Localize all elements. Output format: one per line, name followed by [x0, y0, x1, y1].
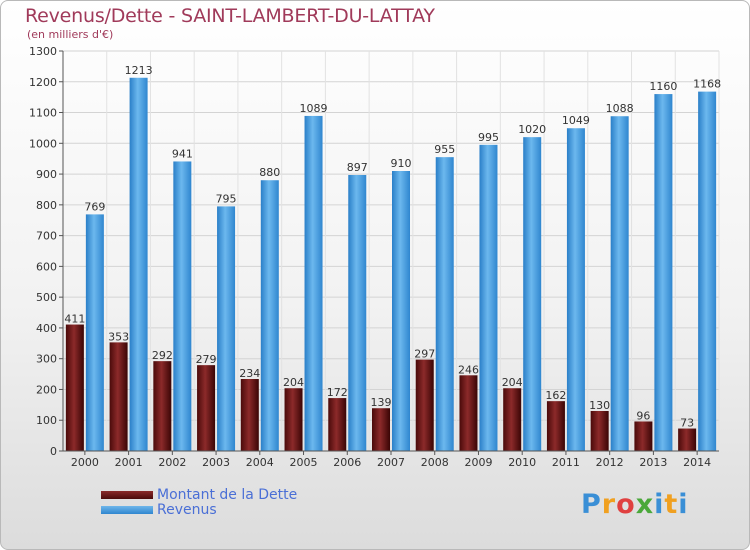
bar-revenus-2000 — [85, 214, 104, 451]
data-label-dette-2007: 139 — [371, 396, 392, 409]
chart-title: Revenus/Dette - SAINT-LAMBERT-DU-LATTAY — [25, 5, 435, 27]
y-tick-label: 1200 — [29, 76, 57, 89]
bar-dette-2014 — [678, 428, 697, 451]
data-label-dette-2005: 204 — [283, 376, 304, 389]
bar-dette-2003 — [197, 365, 216, 451]
chart-subtitle: (en milliers d'€) — [27, 28, 114, 41]
data-label-dette-2012: 130 — [589, 399, 610, 412]
legend-swatch-dette — [101, 491, 153, 499]
data-label-dette-2008: 297 — [414, 348, 435, 361]
y-tick-label: 600 — [36, 260, 57, 273]
y-tick-label: 1000 — [29, 137, 57, 150]
x-tick-label-2009: 2009 — [464, 456, 492, 469]
bar-dette-2009 — [459, 375, 478, 451]
x-tick-label-2001: 2001 — [115, 456, 143, 469]
y-tick-label: 0 — [50, 445, 57, 458]
bar-revenus-2012 — [610, 116, 629, 451]
bar-revenus-2003 — [217, 206, 236, 451]
data-label-revenus-2011: 1049 — [562, 114, 590, 127]
bar-dette-2000 — [65, 324, 84, 451]
data-label-revenus-2012: 1088 — [606, 102, 634, 115]
legend-swatch-revenus — [101, 506, 153, 514]
y-tick-label: 500 — [36, 291, 57, 304]
y-tick-label: 200 — [36, 383, 57, 396]
bar-revenus-2007 — [392, 171, 410, 451]
data-label-dette-2006: 172 — [327, 386, 348, 399]
bar-dette-2008 — [415, 359, 434, 451]
bar-revenus-2014 — [698, 91, 717, 451]
y-tick-label: 400 — [36, 322, 57, 335]
data-label-dette-2013: 96 — [636, 409, 650, 422]
data-label-dette-2011: 162 — [545, 389, 566, 402]
legend-label-revenus: Revenus — [157, 502, 217, 518]
bar-revenus-2005 — [304, 115, 323, 451]
bar-dette-2002 — [153, 361, 172, 451]
x-tick-label-2008: 2008 — [421, 456, 449, 469]
proxiti-logo: Proxiti — [581, 489, 689, 520]
x-tick-label-2002: 2002 — [158, 456, 186, 469]
data-label-dette-2002: 292 — [152, 349, 173, 362]
bar-dette-2001 — [109, 342, 128, 451]
data-label-revenus-2003: 795 — [216, 192, 237, 205]
bar-revenus-2006 — [348, 175, 367, 451]
y-tick-label: 1300 — [29, 45, 57, 58]
bar-dette-2007 — [372, 408, 390, 451]
bar-revenus-2009 — [479, 144, 498, 451]
x-tick-label-2003: 2003 — [202, 456, 230, 469]
y-tick-label: 900 — [36, 168, 57, 181]
x-tick-label-2014: 2014 — [683, 456, 711, 469]
x-tick-label-2007: 2007 — [377, 456, 405, 469]
data-label-dette-2014: 73 — [680, 417, 694, 430]
bar-dette-2004 — [240, 379, 259, 451]
x-tick-label-2005: 2005 — [290, 456, 318, 469]
bar-dette-2006 — [328, 398, 347, 451]
data-label-dette-2009: 246 — [458, 363, 479, 376]
bar-revenus-2011 — [566, 128, 585, 451]
bar-revenus-2008 — [435, 157, 454, 451]
x-tick-label-2010: 2010 — [508, 456, 536, 469]
data-label-dette-2000: 411 — [64, 313, 85, 326]
bar-dette-2005 — [284, 388, 303, 451]
bar-dette-2013 — [634, 421, 653, 451]
bar-revenus-2013 — [654, 94, 673, 452]
data-label-revenus-2007: 910 — [391, 157, 412, 170]
legend-label-dette: Montant de la Dette — [157, 487, 298, 503]
bar-dette-2012 — [590, 411, 609, 451]
data-label-revenus-2000: 769 — [84, 200, 105, 213]
bar-revenus-2004 — [260, 180, 279, 451]
bar-revenus-2002 — [173, 161, 192, 451]
bar-revenus-2001 — [129, 77, 148, 452]
x-tick-label-2012: 2012 — [596, 456, 624, 469]
y-tick-label: 300 — [36, 353, 57, 366]
x-tick-label-2013: 2013 — [639, 456, 667, 469]
x-tick-label-2006: 2006 — [333, 456, 361, 469]
data-label-revenus-2013: 1160 — [649, 80, 677, 93]
data-label-revenus-2014: 1168 — [693, 78, 721, 91]
data-label-revenus-2009: 995 — [478, 131, 499, 144]
y-tick-label: 100 — [36, 414, 57, 427]
data-label-revenus-2001: 1213 — [125, 64, 153, 77]
data-label-revenus-2006: 897 — [347, 161, 368, 174]
data-label-revenus-2010: 1020 — [518, 123, 546, 136]
data-label-revenus-2002: 941 — [172, 147, 193, 160]
data-label-dette-2003: 279 — [196, 353, 217, 366]
bar-dette-2010 — [503, 388, 522, 451]
data-label-dette-2010: 204 — [502, 376, 523, 389]
x-tick-label-2000: 2000 — [71, 456, 99, 469]
bar-revenus-2010 — [523, 137, 542, 451]
bar-dette-2011 — [546, 401, 565, 451]
data-label-dette-2001: 353 — [108, 330, 129, 343]
y-tick-label: 700 — [36, 230, 57, 243]
data-label-revenus-2008: 955 — [434, 143, 455, 156]
y-tick-label: 1100 — [29, 107, 57, 120]
x-tick-label-2011: 2011 — [552, 456, 580, 469]
data-label-revenus-2005: 1089 — [300, 102, 328, 115]
x-tick-label-2004: 2004 — [246, 456, 274, 469]
data-label-revenus-2004: 880 — [259, 166, 280, 179]
y-tick-label: 800 — [36, 199, 57, 212]
data-label-dette-2004: 234 — [239, 367, 260, 380]
